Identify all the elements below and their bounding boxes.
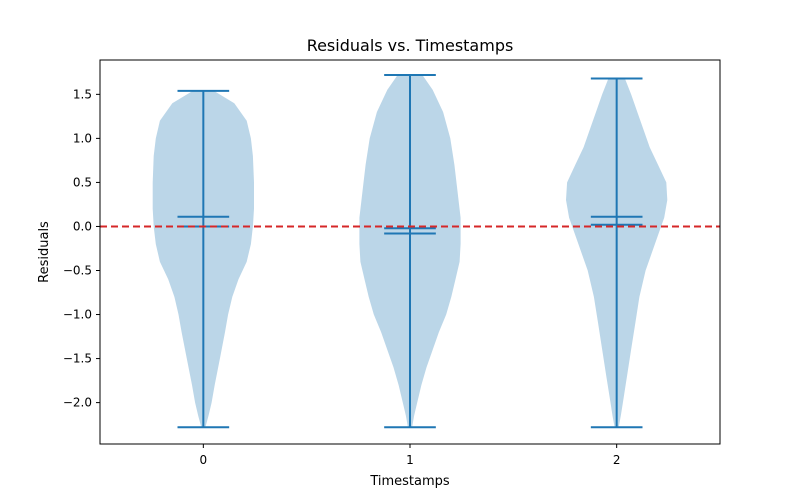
y-tick-label-5: 0.5 [73, 175, 92, 189]
y-tick-label-0: −2.0 [63, 396, 92, 410]
y-axis: −2.0 −1.5 −1.0 −0.5 0.0 0.5 1.0 1.5 [63, 87, 100, 410]
y-tick-label-6: 1.0 [73, 131, 92, 145]
y-tick-label-4: 0.0 [73, 219, 92, 233]
x-tick-label-1: 1 [406, 453, 414, 467]
violins-layer [152, 73, 668, 429]
x-tick-label-2: 2 [613, 453, 621, 467]
x-axis: 0 1 2 [200, 444, 621, 467]
y-tick-label-3: −0.5 [63, 263, 92, 277]
chart-title: Residuals vs. Timestamps [307, 36, 514, 55]
y-tick-label-1: −1.5 [63, 352, 92, 366]
x-tick-label-0: 0 [200, 453, 208, 467]
y-tick-label-7: 1.5 [73, 87, 92, 101]
y-tick-label-2: −1.0 [63, 308, 92, 322]
x-axis-label: Timestamps [369, 474, 450, 489]
y-axis-label: Residuals [37, 221, 52, 283]
